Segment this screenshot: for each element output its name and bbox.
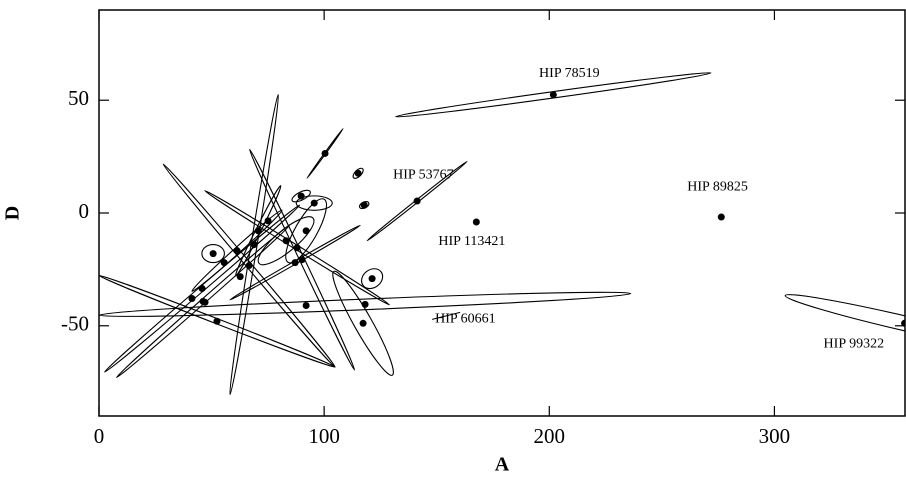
leader-line [431, 311, 461, 320]
point-label: HIP 99322 [824, 337, 885, 352]
point [209, 250, 217, 258]
x-tick-label: 300 [759, 424, 791, 448]
point-label: HIP 113421 [438, 234, 505, 249]
error-ellipse [295, 195, 333, 211]
x-axis-label: A [495, 454, 510, 476]
error-ellipse [201, 244, 225, 264]
error-ellipse [784, 294, 905, 353]
y-tick-label: 50 [68, 86, 89, 110]
point [472, 218, 480, 226]
point [359, 319, 367, 327]
point [302, 301, 310, 309]
x-tick-label: 200 [534, 424, 566, 448]
point [297, 192, 305, 200]
point [901, 319, 905, 327]
point [413, 197, 421, 205]
point [368, 275, 376, 283]
y-axis-label: D [2, 206, 24, 220]
point [321, 149, 329, 157]
point [717, 213, 725, 221]
point [245, 262, 253, 270]
point-label: HIP 60661 [435, 312, 496, 327]
x-tick-label: 100 [308, 424, 340, 448]
point [199, 297, 207, 305]
error-ellipse [361, 268, 384, 290]
plot-frame [98, 9, 906, 417]
point [233, 247, 241, 255]
point [220, 259, 228, 267]
error-ellipse [285, 198, 328, 264]
point [213, 317, 221, 325]
point-label: HIP 78519 [539, 66, 600, 81]
point [549, 91, 557, 99]
point-label: HIP 53767 [393, 167, 454, 182]
point [302, 227, 310, 235]
point [360, 201, 368, 209]
error-ellipse [332, 270, 394, 376]
plot-area [99, 72, 905, 396]
point [188, 294, 196, 302]
x-tick-label: 0 [94, 424, 105, 448]
error-ellipse [291, 189, 311, 203]
point [354, 169, 362, 177]
point-label: HIP 89825 [687, 179, 748, 194]
point [293, 244, 301, 252]
y-tick-label: -50 [61, 312, 89, 336]
point [198, 285, 206, 293]
point [291, 259, 299, 267]
y-tick-label: 0 [79, 199, 90, 223]
point [236, 273, 244, 281]
